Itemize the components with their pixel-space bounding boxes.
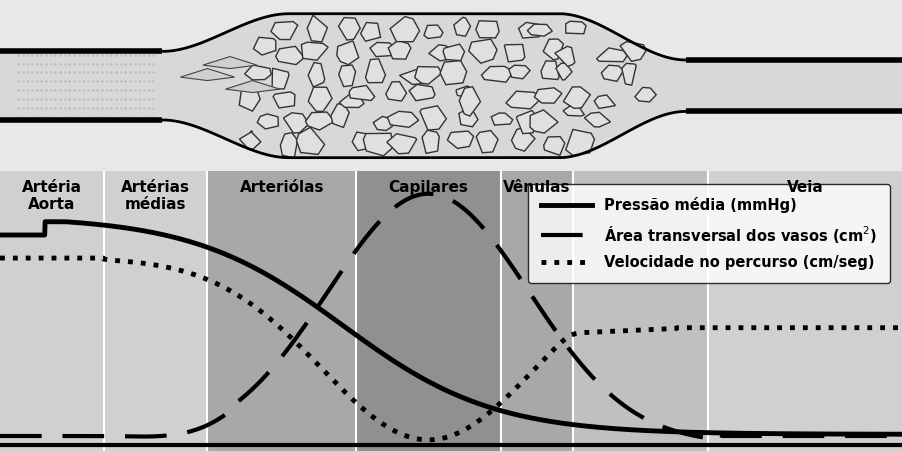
Polygon shape [528, 24, 552, 36]
Polygon shape [621, 63, 636, 85]
Polygon shape [272, 68, 289, 89]
Bar [501, 171, 573, 451]
Polygon shape [544, 137, 565, 155]
Polygon shape [308, 63, 325, 87]
Polygon shape [387, 134, 417, 154]
Polygon shape [244, 65, 272, 80]
Polygon shape [596, 48, 627, 62]
Polygon shape [271, 22, 298, 40]
Polygon shape [365, 59, 385, 83]
Text: Artéria
Aorta: Artéria Aorta [22, 180, 82, 212]
Legend: Pressão média (mmHg), Área transversal dos vasos (cm$^2$), Velocidade no percurs: Pressão média (mmHg), Área transversal d… [528, 184, 890, 283]
Polygon shape [400, 69, 432, 84]
Polygon shape [308, 15, 327, 42]
Polygon shape [308, 87, 332, 111]
Polygon shape [420, 106, 446, 130]
Polygon shape [543, 39, 564, 60]
Polygon shape [349, 85, 374, 101]
Text: Arteriólas: Arteriólas [240, 180, 324, 195]
Bar [573, 171, 708, 451]
Polygon shape [0, 14, 902, 158]
Polygon shape [459, 107, 478, 127]
Polygon shape [443, 44, 465, 60]
Polygon shape [476, 130, 498, 153]
Polygon shape [530, 110, 558, 133]
Polygon shape [361, 23, 381, 41]
Polygon shape [534, 88, 562, 103]
Bar [708, 171, 902, 451]
Polygon shape [566, 21, 586, 34]
Polygon shape [469, 39, 497, 63]
Polygon shape [454, 17, 471, 36]
Polygon shape [492, 113, 512, 125]
Polygon shape [620, 41, 647, 61]
Polygon shape [273, 92, 295, 108]
Polygon shape [339, 93, 364, 107]
Polygon shape [635, 87, 657, 102]
Polygon shape [456, 86, 474, 97]
Polygon shape [422, 130, 439, 153]
Polygon shape [226, 81, 280, 92]
Polygon shape [283, 113, 308, 133]
Polygon shape [306, 112, 335, 130]
Polygon shape [504, 45, 525, 62]
Polygon shape [424, 25, 443, 38]
Polygon shape [239, 131, 261, 149]
Polygon shape [564, 87, 590, 108]
Polygon shape [388, 111, 419, 127]
Polygon shape [257, 114, 279, 129]
Text: Capilares: Capilares [389, 180, 468, 195]
Polygon shape [239, 87, 260, 111]
Text: Veia: Veia [787, 180, 824, 195]
Polygon shape [388, 41, 411, 59]
Polygon shape [336, 41, 359, 64]
Polygon shape [386, 82, 407, 101]
Polygon shape [339, 65, 355, 87]
Polygon shape [506, 91, 541, 109]
Polygon shape [281, 133, 298, 158]
Polygon shape [415, 67, 442, 84]
Polygon shape [555, 46, 575, 66]
Polygon shape [482, 66, 513, 82]
Text: Artérias
médias: Artérias médias [121, 180, 190, 212]
Polygon shape [566, 129, 594, 156]
Polygon shape [440, 60, 466, 85]
Polygon shape [338, 18, 360, 40]
Polygon shape [331, 104, 349, 128]
Bar [356, 171, 501, 451]
Polygon shape [517, 110, 538, 133]
Polygon shape [301, 42, 328, 60]
Polygon shape [556, 63, 572, 80]
Polygon shape [253, 37, 276, 55]
Polygon shape [519, 23, 542, 38]
Polygon shape [602, 65, 623, 81]
Polygon shape [476, 21, 499, 38]
Polygon shape [511, 128, 535, 151]
Polygon shape [509, 65, 530, 79]
Polygon shape [594, 95, 615, 108]
Polygon shape [370, 42, 394, 56]
Polygon shape [391, 17, 419, 42]
Polygon shape [364, 133, 393, 156]
Polygon shape [410, 84, 435, 101]
Polygon shape [180, 69, 235, 81]
Polygon shape [584, 112, 611, 127]
Polygon shape [203, 56, 257, 69]
Polygon shape [373, 116, 392, 130]
Polygon shape [297, 127, 325, 154]
Polygon shape [459, 87, 481, 116]
Polygon shape [352, 132, 370, 151]
Text: Vênulas: Vênulas [503, 180, 570, 195]
Polygon shape [276, 46, 304, 64]
Polygon shape [447, 131, 474, 148]
Polygon shape [428, 45, 452, 61]
Polygon shape [541, 61, 559, 79]
Bar [207, 171, 356, 451]
Bar [0, 171, 104, 451]
Polygon shape [563, 105, 584, 116]
Bar [104, 171, 207, 451]
